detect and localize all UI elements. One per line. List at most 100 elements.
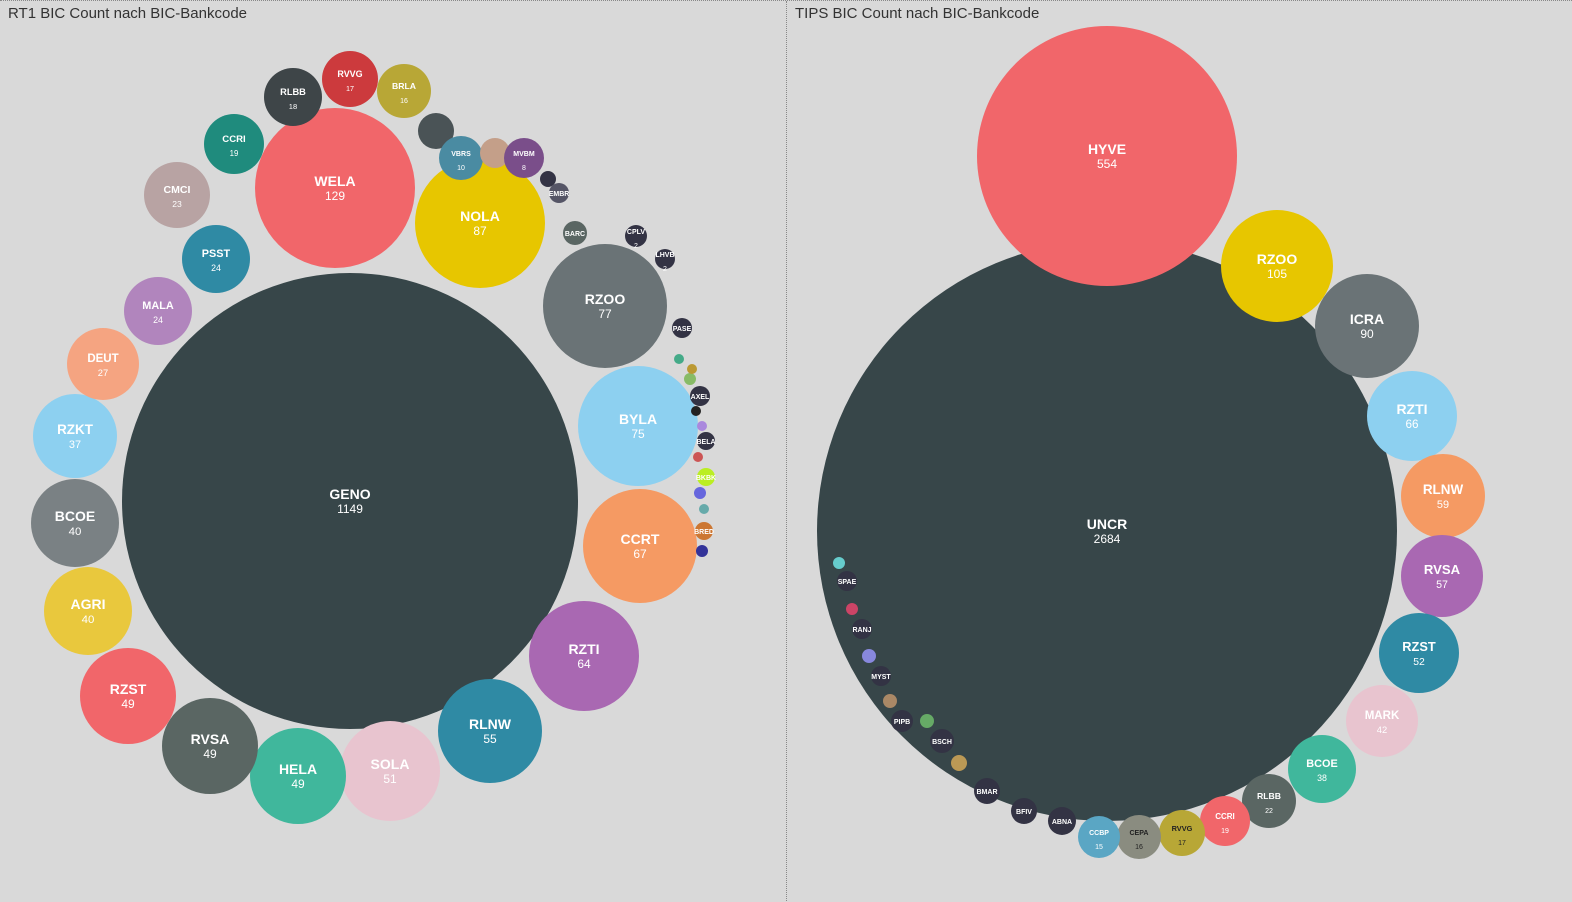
bubble-brla[interactable]: BRLA 16 [377,64,431,118]
bubble-bcoe[interactable]: BCOE40 [31,479,119,567]
bubble-rlnw[interactable]: RLNW59 [1401,454,1485,538]
bubble-tiny[interactable] [691,406,701,416]
bubble-rlnw[interactable]: RLNW55 [438,679,542,783]
bubble-psst[interactable]: PSST 24 [182,225,250,293]
bubble-cmci[interactable]: CMCI23 [144,162,210,228]
bubble-tiny[interactable] [696,545,708,557]
bubble-value: 16 [400,98,408,105]
bubble-spae[interactable]: SPAE [837,571,857,591]
bubble-label: RZST [1402,639,1436,654]
bubble-value: 51 [383,772,397,786]
bubble-rzst[interactable]: RZST52 [1379,613,1459,693]
bubble-tiny[interactable] [693,452,703,462]
bubble-bmar[interactable]: BMAR [974,778,1000,804]
bubble-rvvg[interactable]: RVVG17 [322,51,378,107]
bubble-ccbp[interactable]: CCBP15 [1078,816,1120,858]
bubble-bela[interactable]: BELA [696,432,715,450]
bubble-tiny[interactable] [674,354,684,364]
bubble-cplv[interactable]: CPLV2 [625,225,647,250]
bubble-value: 59 [1437,499,1449,511]
bubble-rvvg[interactable]: RVVG17 [1159,810,1205,856]
bubble-value: 24 [211,263,221,273]
bubble-abna[interactable]: ABNA [1048,807,1076,835]
bubble-agri[interactable]: AGRI40 [44,567,132,655]
bubble-rzst[interactable]: RZST49 [80,648,176,744]
bubble-label: BCOE [55,508,95,524]
bubble-pase[interactable]: PASE [672,318,692,338]
bubble-bfiv[interactable]: BFIV [1011,798,1037,824]
bubble-uncr[interactable]: UNCR2684 [817,241,1397,821]
bubble-label: PASE [673,326,692,333]
bubble-label: NOLA [460,208,500,224]
bubble-ranj[interactable]: RANJ [852,619,872,639]
bubble-bsch[interactable]: BSCH [930,729,954,753]
bubble-hyve[interactable]: HYVE554 [977,26,1237,286]
bubble-pipb[interactable]: PIPB [891,710,913,732]
bubble-label: AGRI [71,596,106,612]
bubble-rzoo[interactable]: RZOO105 [1221,210,1333,322]
bubble-tiny[interactable] [846,603,858,615]
bubble-rzoo[interactable]: RZOO77 [543,244,667,368]
bubble-icra[interactable]: ICRA90 [1315,274,1419,378]
bubble-mark[interactable]: MARK42 [1346,685,1418,757]
bubble-bred[interactable]: BRED [694,522,714,540]
bubble-hela[interactable]: HELA49 [250,728,346,824]
bubble-barc[interactable]: BARC [563,221,587,245]
bubble-value: 77 [598,307,612,321]
bubble-axel[interactable]: AXEL [690,386,710,406]
bubble-rvsa[interactable]: RVSA57 [1401,535,1483,617]
bubble-tiny[interactable] [687,364,697,374]
bubble-label: AXEL [691,394,710,401]
bubble-tiny[interactable] [694,487,706,499]
bubble-tiny[interactable] [951,755,967,771]
bubble-value: 18 [289,102,297,111]
bubble-rvsa[interactable]: RVSA49 [162,698,258,794]
bubble-bkbk[interactable]: BKBK [696,468,716,486]
bubble-tiny[interactable] [862,649,876,663]
bubble-mvbm[interactable]: MVBM8 [504,138,544,178]
bubble-chart-rt1[interactable]: GENO1149WELA129NOLA87RZOO77BYLA75CCRT67R… [0,1,786,902]
bubble-value: 17 [1178,840,1186,847]
bubble-rzkt[interactable]: RZKT37 [33,394,117,478]
bubble-cepa[interactable]: CEPA16 [1117,815,1161,859]
bubble-chart-tips[interactable]: UNCR2684HYVE554RZOO105ICRA90RZTI66RLNW59… [787,1,1572,902]
bubble-label: HYVE [1088,141,1126,157]
bubble-value: 49 [203,747,217,761]
bubble-value: 10 [457,165,465,172]
bubble-tiny[interactable] [699,504,709,514]
bubble-byla[interactable]: BYLA75 [578,366,698,486]
bubble-ccri[interactable]: CCRI19 [1200,796,1250,846]
bubble-label: VBRS [451,151,471,158]
bubble-rlbb[interactable]: RLBB22 [1242,774,1296,828]
bubble-label: PSST [202,248,231,260]
bubble-rzti[interactable]: RZTI66 [1367,371,1457,461]
bubble-mala[interactable]: MALA24 [124,277,192,345]
bubble-vbrs[interactable]: VBRS 10 [439,136,483,180]
bubble-label: BRLA [392,81,416,91]
bubble-wela[interactable]: WELA129 [255,108,415,268]
bubble-label: BARC [565,231,585,238]
bubble-label: RLNW [469,716,512,732]
bubble-value: 554 [1097,157,1117,171]
bubble-value: 87 [473,224,487,238]
bubble-bcoe[interactable]: BCOE38 [1288,735,1356,803]
bubble-geno[interactable]: GENO1149 [122,273,578,729]
bubble-ccrt[interactable]: CCRT67 [583,489,697,603]
bubble-value: 55 [483,732,497,746]
bubble-rlbb[interactable]: RLBB18 [264,68,322,126]
bubble-tiny[interactable] [684,373,696,385]
bubble-tiny[interactable] [833,557,845,569]
bubble-value: 49 [121,697,135,711]
bubble-lhvb[interactable]: LHVB2 [655,249,675,273]
bubble-tiny[interactable] [920,714,934,728]
bubble-deut[interactable]: DEUT27 [67,328,139,400]
bubble-label: RZKT [57,422,94,437]
bubble-tiny[interactable] [697,421,707,431]
bubble-label: BFIV [1016,809,1032,816]
bubble-label: CCRT [621,531,660,547]
bubble-ccri[interactable]: CCRI19 [204,114,264,174]
bubble-tiny[interactable] [883,694,897,708]
bubble-label: RZOO [585,291,626,307]
bubble-rzti[interactable]: RZTI64 [529,601,639,711]
bubble-sola[interactable]: SOLA51 [340,721,440,821]
